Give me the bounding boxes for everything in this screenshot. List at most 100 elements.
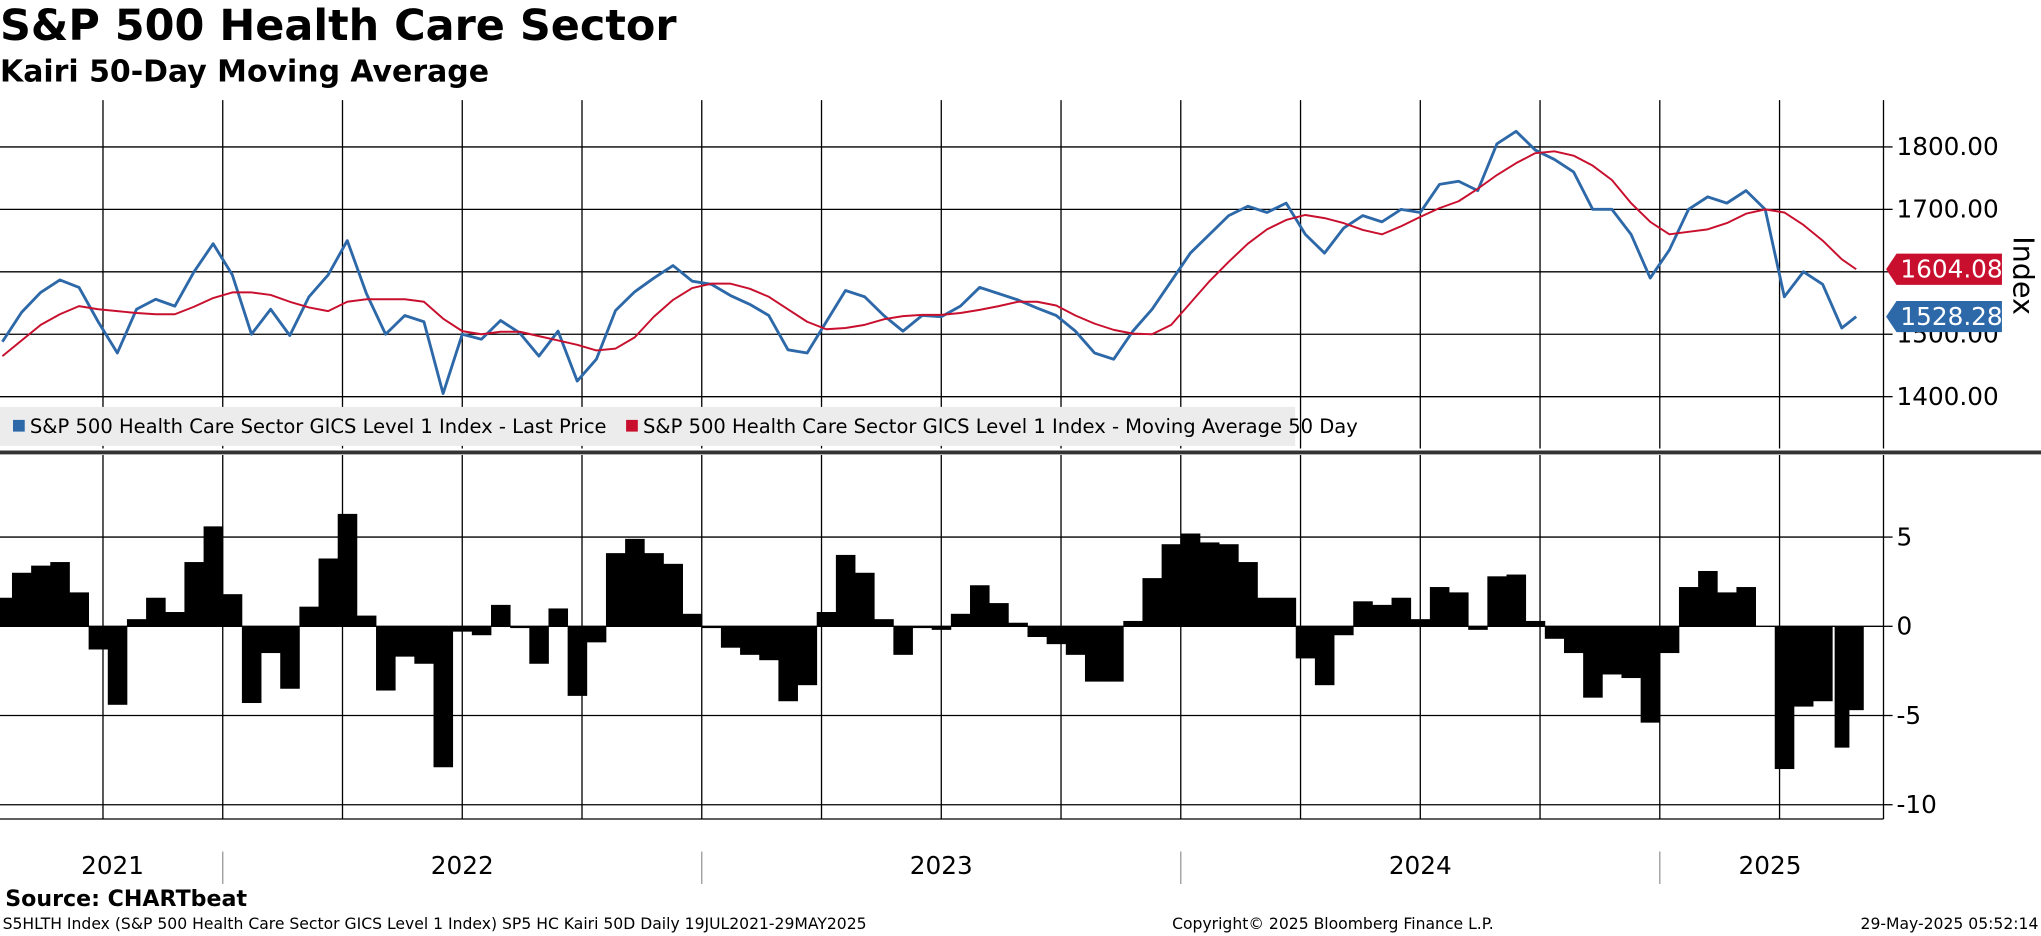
kairi-bar bbox=[1372, 604, 1392, 627]
kairi-bar bbox=[893, 626, 913, 655]
y-tick-label: 0 bbox=[1897, 612, 1913, 641]
kairi-bar bbox=[1506, 574, 1527, 627]
kairi-bar bbox=[1276, 597, 1297, 627]
kairi-bar bbox=[835, 554, 856, 627]
kairi-bar bbox=[299, 606, 319, 627]
kairi-bar bbox=[1295, 626, 1316, 659]
last-value-label: 1604.08 bbox=[1900, 255, 2002, 284]
kairi-bar bbox=[1410, 619, 1431, 627]
price-line bbox=[1, 129, 1858, 395]
legend-swatch bbox=[626, 419, 638, 432]
kairi-bar bbox=[1834, 626, 1850, 748]
kairi-bar bbox=[222, 594, 243, 627]
kairi-bar bbox=[1487, 576, 1507, 627]
kairi-bar bbox=[1468, 626, 1488, 630]
price-line bbox=[1, 150, 1857, 357]
kairi-bar bbox=[337, 513, 358, 627]
kairi-bar bbox=[414, 626, 434, 664]
kairi-bar bbox=[1602, 626, 1622, 675]
x-tick-label: 2024 bbox=[1389, 851, 1452, 880]
kairi-bar bbox=[1849, 626, 1864, 711]
kairi-bar bbox=[69, 592, 90, 627]
kairi-bar bbox=[1065, 626, 1086, 655]
kairi-bar bbox=[1429, 587, 1450, 627]
last-value-tag: 1604.08 bbox=[1886, 253, 2003, 285]
kairi-bar bbox=[1180, 533, 1201, 627]
y-tick-label: -5 bbox=[1897, 701, 1922, 730]
kairi-bar bbox=[1813, 626, 1833, 702]
y-tick-label: 1400.00 bbox=[1897, 382, 1999, 411]
kairi-bar bbox=[1257, 597, 1277, 627]
kairi-bar bbox=[529, 626, 549, 664]
kairi-bar bbox=[778, 626, 798, 702]
kairi-bar bbox=[1659, 626, 1680, 654]
y-tick-label: 5 bbox=[1897, 522, 1913, 551]
kairi-bar bbox=[797, 626, 818, 686]
kairi-bar bbox=[1334, 626, 1354, 636]
kairi-bar bbox=[855, 572, 875, 627]
kairi-bar bbox=[126, 619, 147, 627]
x-tick-label: 2025 bbox=[1739, 851, 1802, 880]
kairi-bar bbox=[31, 565, 51, 627]
kairi-bar bbox=[376, 626, 396, 691]
kairi-bar bbox=[1449, 592, 1469, 627]
kairi-bar bbox=[605, 553, 626, 627]
last-value-label: 1528.28 bbox=[1900, 302, 2002, 331]
x-tick-label: 2023 bbox=[910, 851, 973, 880]
kairi-bar bbox=[740, 626, 760, 655]
kairi-bar bbox=[1353, 601, 1373, 627]
y-axis-title: Index bbox=[2006, 236, 2040, 315]
kairi-bar bbox=[1774, 626, 1795, 770]
kairi-bar bbox=[1084, 626, 1105, 682]
footer-center: Copyright© 2025 Bloomberg Finance L.P. bbox=[1172, 915, 1494, 933]
kairi-bar bbox=[1199, 542, 1220, 627]
kairi-bar bbox=[701, 626, 722, 629]
kairi-bar bbox=[452, 626, 473, 632]
kairi-bar bbox=[1161, 544, 1182, 627]
kairi-bar bbox=[1142, 578, 1163, 627]
legend-label: S&P 500 Health Care Sector GICS Level 1 … bbox=[30, 415, 607, 438]
y-tick-label: 1700.00 bbox=[1897, 195, 1999, 224]
kairi-bar bbox=[1755, 626, 1776, 627]
kairi-bar bbox=[356, 615, 377, 627]
kairi-bar bbox=[261, 626, 281, 654]
kairi-bar bbox=[1123, 620, 1143, 627]
x-tick-label: 2021 bbox=[81, 851, 144, 880]
kairi-bar bbox=[625, 538, 645, 627]
kairi-bar bbox=[1583, 626, 1603, 698]
kairi-bar bbox=[1563, 626, 1584, 654]
kairi-bar bbox=[1219, 544, 1239, 627]
kairi-bar bbox=[1104, 626, 1124, 682]
kairi-bar bbox=[184, 562, 204, 627]
footer-right: 29-May-2025 05:52:14 bbox=[1861, 915, 2039, 933]
kairi-bar bbox=[663, 563, 683, 627]
kairi-bar bbox=[682, 613, 703, 627]
kairi-bar bbox=[874, 619, 894, 627]
kairi-bar bbox=[759, 626, 779, 661]
y-tick-label: 1800.00 bbox=[1897, 132, 1999, 161]
kairi-bar bbox=[490, 604, 511, 627]
kairi-bar bbox=[11, 572, 32, 627]
kairi-bar bbox=[970, 585, 990, 627]
kairi-bar bbox=[1698, 570, 1718, 627]
kairi-bar bbox=[1736, 587, 1756, 627]
kairi-bar bbox=[241, 626, 262, 704]
chart-subtitle: Kairi 50-Day Moving Average bbox=[0, 54, 489, 89]
last-value-box bbox=[1886, 300, 2002, 333]
kairi-bar bbox=[548, 608, 569, 627]
kairi-bar bbox=[586, 626, 607, 643]
kairi-bar bbox=[1717, 592, 1737, 627]
kairi-bar bbox=[433, 626, 454, 768]
kairi-bar bbox=[146, 597, 166, 627]
kairi-bar bbox=[510, 626, 530, 629]
kairi-bar bbox=[950, 613, 971, 627]
last-value-tag: 1528.28 bbox=[1886, 300, 2003, 333]
footer-left: S5HLTH Index (S&P 500 Health Care Sector… bbox=[3, 915, 867, 933]
kairi-bar bbox=[1238, 562, 1258, 627]
kairi-bar bbox=[1640, 626, 1661, 723]
kairi-bar bbox=[1621, 626, 1642, 679]
kairi-bar bbox=[816, 612, 837, 627]
last-value-box bbox=[1886, 253, 2002, 285]
kairi-bar bbox=[1678, 587, 1699, 627]
